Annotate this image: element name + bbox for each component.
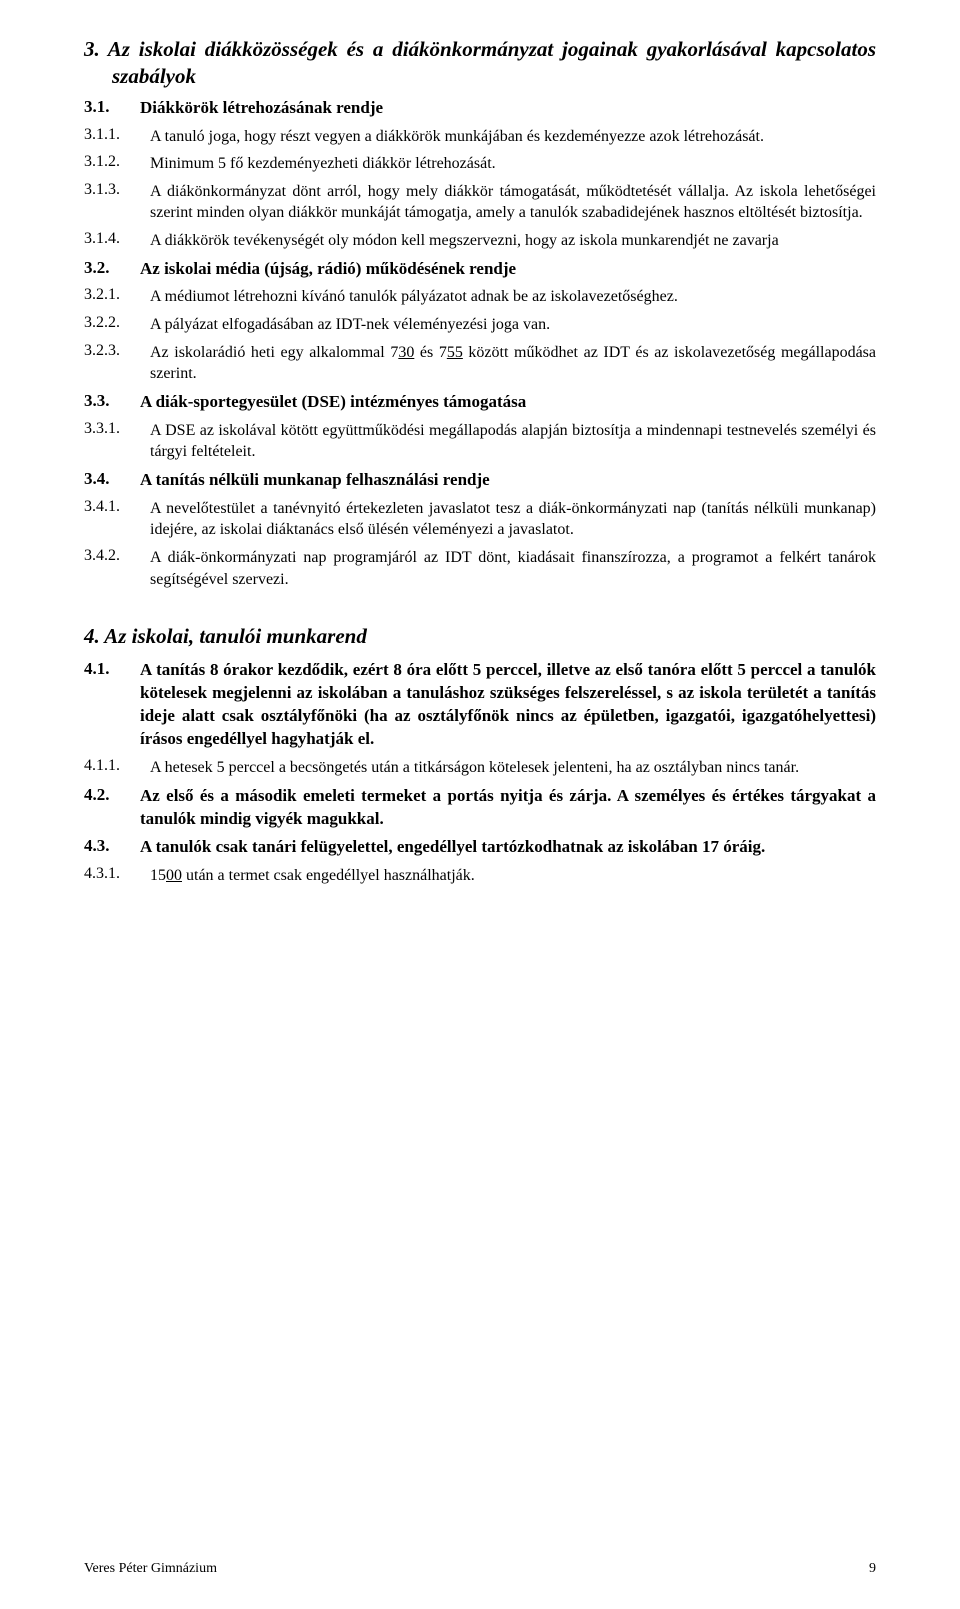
- section-3-title: Az iskolai diákközösségek és a diákönkor…: [108, 37, 876, 88]
- txt-3-1: Diákkörök létrehozásának rendje: [140, 97, 876, 120]
- num-4-2: 4.2.: [84, 785, 140, 831]
- txt-3-1-4: A diákkörök tevékenységét oly módon kell…: [150, 230, 876, 252]
- p431-c: után a termet csak engedéllyel használha…: [182, 867, 475, 884]
- heading-4-1: 4.1. A tanítás 8 órakor kezdődik, ezért …: [84, 659, 876, 751]
- txt-3-4-2: A diák-önkormányzati nap programjáról az…: [150, 547, 876, 590]
- txt-3-2-2: A pályázat elfogadásában az IDT-nek véle…: [150, 314, 876, 336]
- txt-3-3-1: A DSE az iskolával kötött együttműködési…: [150, 420, 876, 463]
- num-3-4: 3.4.: [84, 469, 140, 492]
- footer-page-number: 9: [869, 1561, 876, 1577]
- heading-3-1: 3.1. Diákkörök létrehozásának rendje: [84, 97, 876, 120]
- p431-a: 15: [150, 867, 166, 884]
- heading-3-2: 3.2. Az iskolai média (újság, rádió) műk…: [84, 258, 876, 281]
- txt-3-2-3: Az iskolarádió heti egy alkalommal 730 é…: [150, 342, 876, 385]
- heading-4-3: 4.3. A tanulók csak tanári felügyelettel…: [84, 836, 876, 859]
- num-3-1-4: 3.1.4.: [84, 230, 150, 252]
- txt-4-2: Az első és a második emeleti termeket a …: [140, 785, 876, 831]
- para-3-2-1: 3.2.1. A médiumot létrehozni kívánó tanu…: [84, 286, 876, 308]
- p431-b: 00: [166, 867, 182, 884]
- txt-3-2: Az iskolai média (újság, rádió) működésé…: [140, 258, 876, 281]
- num-4-1-1: 4.1.1.: [84, 757, 150, 779]
- para-4-3-1: 4.3.1. 1500 után a termet csak engedélly…: [84, 865, 876, 887]
- heading-3-3: 3.3. A diák-sportegyesület (DSE) intézmé…: [84, 391, 876, 414]
- para-3-2-2: 3.2.2. A pályázat elfogadásában az IDT-n…: [84, 314, 876, 336]
- txt-3-2-1: A médiumot létrehozni kívánó tanulók pál…: [150, 286, 876, 308]
- para-3-2-3: 3.2.3. Az iskolarádió heti egy alkalomma…: [84, 342, 876, 385]
- num-3-2-2: 3.2.2.: [84, 314, 150, 336]
- document-page: 3. Az iskolai diákközösségek és a diákön…: [0, 0, 960, 1609]
- para-3-4-1: 3.4.1. A nevelőtestület a tanévnyitó ért…: [84, 498, 876, 541]
- txt-3-1-2: Minimum 5 fő kezdeményezheti diákkör lét…: [150, 153, 876, 175]
- txt-3-4-1: A nevelőtestület a tanévnyitó értekezlet…: [150, 498, 876, 541]
- num-3-2-1: 3.2.1.: [84, 286, 150, 308]
- txt-3-1-3: A diákönkormányzat dönt arról, hogy mely…: [150, 181, 876, 224]
- txt-3-3: A diák-sportegyesület (DSE) intézményes …: [140, 391, 876, 414]
- para-3-1-2: 3.1.2. Minimum 5 fő kezdeményezheti diák…: [84, 153, 876, 175]
- para-3-3-1: 3.3.1. A DSE az iskolával kötött együttm…: [84, 420, 876, 463]
- p323-b: 30: [398, 344, 414, 361]
- section-3-heading: 3. Az iskolai diákközösségek és a diákön…: [84, 36, 876, 91]
- section-4-num: 4.: [84, 624, 100, 648]
- num-3-1-3: 3.1.3.: [84, 181, 150, 224]
- num-4-3: 4.3.: [84, 836, 140, 859]
- para-3-1-4: 3.1.4. A diákkörök tevékenységét oly mód…: [84, 230, 876, 252]
- txt-4-3-1: 1500 után a termet csak engedéllyel hasz…: [150, 865, 876, 887]
- section-4-title: Az iskolai, tanulói munkarend: [104, 624, 367, 648]
- num-3-3-1: 3.3.1.: [84, 420, 150, 463]
- p323-d: 55: [447, 344, 463, 361]
- txt-4-1-1: A hetesek 5 perccel a becsöngetés után a…: [150, 757, 876, 779]
- num-4-1: 4.1.: [84, 659, 140, 751]
- num-3-1: 3.1.: [84, 97, 140, 120]
- heading-4-2: 4.2. Az első és a második emeleti termek…: [84, 785, 876, 831]
- txt-3-4: A tanítás nélküli munkanap felhasználási…: [140, 469, 876, 492]
- txt-3-1-1: A tanuló joga, hogy részt vegyen a diákk…: [150, 126, 876, 148]
- heading-3-4: 3.4. A tanítás nélküli munkanap felhaszn…: [84, 469, 876, 492]
- p323-c: és 7: [414, 344, 447, 361]
- num-3-3: 3.3.: [84, 391, 140, 414]
- num-4-3-1: 4.3.1.: [84, 865, 150, 887]
- section-4-heading: 4. Az iskolai, tanulói munkarend: [84, 624, 876, 649]
- page-footer: Veres Péter Gimnázium 9: [84, 1561, 876, 1577]
- num-3-4-2: 3.4.2.: [84, 547, 150, 590]
- txt-4-1: A tanítás 8 órakor kezdődik, ezért 8 óra…: [140, 659, 876, 751]
- txt-4-3: A tanulók csak tanári felügyelettel, eng…: [140, 836, 876, 859]
- p323-a: Az iskolarádió heti egy alkalommal 7: [150, 344, 398, 361]
- para-4-1-1: 4.1.1. A hetesek 5 perccel a becsöngetés…: [84, 757, 876, 779]
- footer-left: Veres Péter Gimnázium: [84, 1561, 217, 1577]
- para-3-1-1: 3.1.1. A tanuló joga, hogy részt vegyen …: [84, 126, 876, 148]
- num-3-1-1: 3.1.1.: [84, 126, 150, 148]
- num-3-2-3: 3.2.3.: [84, 342, 150, 385]
- para-3-4-2: 3.4.2. A diák-önkormányzati nap programj…: [84, 547, 876, 590]
- para-3-1-3: 3.1.3. A diákönkormányzat dönt arról, ho…: [84, 181, 876, 224]
- num-3-4-1: 3.4.1.: [84, 498, 150, 541]
- section-3-num: 3.: [84, 37, 100, 61]
- num-3-1-2: 3.1.2.: [84, 153, 150, 175]
- num-3-2: 3.2.: [84, 258, 140, 281]
